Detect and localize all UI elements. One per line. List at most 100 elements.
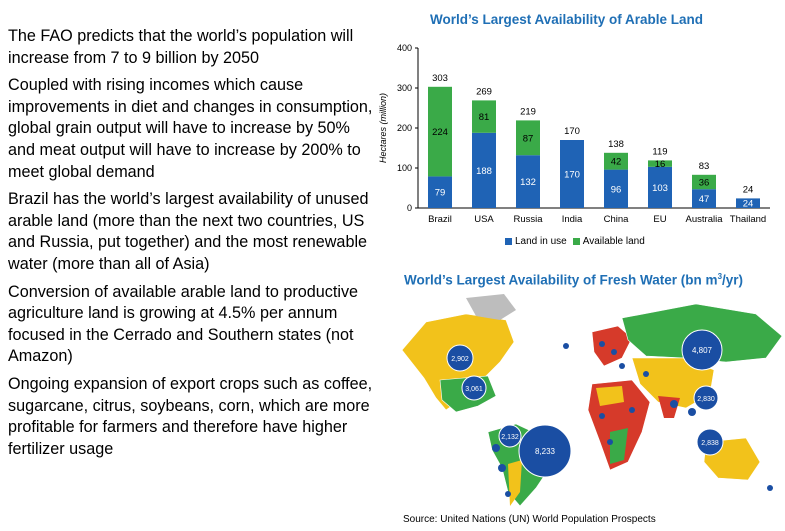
bar-land-in-use: [604, 169, 628, 208]
x-tick-label: Russia: [513, 214, 543, 225]
y-tick-label: 200: [397, 123, 412, 133]
fresh-water-map: 4,807 2,902 3,061 2,830 2,132 8,233 2,83…: [396, 292, 785, 510]
bar-total-label: 24: [743, 184, 754, 195]
bubble-circle: [681, 329, 723, 371]
map-dot: [505, 491, 511, 497]
bubble-circle: [498, 424, 522, 448]
bar-value-label: 170: [564, 170, 580, 181]
bar-available-land: [428, 86, 452, 177]
bubble-russia: 4,807: [681, 329, 723, 371]
bubble-circle: [693, 385, 719, 411]
map-dot: [643, 371, 649, 377]
bubble-circle: [518, 424, 572, 478]
legend-label-available-land: Available land: [582, 236, 645, 247]
map-dot: [498, 464, 506, 472]
bar-total-label: 170: [564, 126, 580, 137]
y-tick-label: 400: [397, 43, 412, 53]
bar-available-land: [472, 100, 496, 133]
y-axis-label: Hectares (million): [378, 93, 388, 163]
bubble-label: 2,830: [697, 396, 715, 403]
bubble-label: 8,233: [535, 447, 556, 456]
bar-value-label: 188: [476, 166, 492, 177]
greenland-shape: [466, 294, 516, 320]
europe-shape: [591, 325, 633, 367]
bar-value-label: 224: [432, 127, 448, 138]
bar-total-label: 119: [652, 146, 667, 157]
bullet-population: The FAO predicts that the world’s popula…: [8, 27, 354, 67]
bullet-demand: Coupled with rising incomes which cause …: [8, 76, 373, 181]
arable-land-bar-chart: 0 100 200 300 400 Hectares (million) 79 224 303 B…: [378, 43, 770, 225]
x-tick-label: India: [562, 214, 583, 225]
map-dot: [670, 400, 678, 408]
source-note: Source: United Nations (UN) World Popula…: [403, 514, 656, 525]
bullet-conversion: Conversion of available arable land to p…: [8, 282, 359, 366]
bubble-label: 2,838: [701, 440, 719, 447]
bar-value-label: 103: [652, 183, 668, 194]
map-dot: [688, 408, 696, 416]
bubble-circle: [696, 428, 724, 456]
bar-land-in-use: [472, 132, 496, 208]
bubble-circle: [446, 344, 474, 372]
bar-total-label: 269: [476, 86, 492, 97]
map-dot: [767, 485, 773, 491]
bar-land-in-use: [692, 189, 716, 208]
bar-value-label: 79: [435, 188, 446, 199]
y-tick-label: 100: [397, 163, 412, 173]
north-africa-shape: [596, 386, 624, 406]
bar-value-label: 16: [655, 159, 666, 170]
bar-total-label: 303: [432, 73, 448, 84]
bar-available-land: [604, 152, 628, 170]
x-tick-label: USA: [474, 214, 494, 225]
central-africa-shape: [610, 428, 628, 464]
bar-land-in-use: [560, 140, 584, 208]
bubble-label: 3,061: [465, 386, 483, 393]
x-tick-label: China: [604, 214, 630, 225]
legend-available-land: Available land: [572, 236, 645, 247]
bar-value-label: 87: [523, 133, 534, 144]
bubble-indonesia: 2,830: [693, 385, 719, 411]
x-tick-label: Australia: [686, 214, 724, 225]
bar-value-label: 47: [699, 194, 710, 205]
bar-land-in-use: [648, 166, 672, 208]
chart-title: World’s Largest Availability of Arable L…: [430, 12, 704, 27]
bar-value-label: 36: [699, 178, 710, 189]
map-dot: [492, 444, 500, 452]
map-dot: [611, 349, 617, 355]
bubble-brazil: 8,233: [518, 424, 572, 478]
bar-value-label: 96: [611, 184, 622, 195]
argentina-shape: [508, 460, 522, 506]
bar-total-label: 138: [608, 139, 624, 150]
bullet-export-crops: Ongoing expansion of export crops such a…: [8, 374, 373, 458]
bubble-label: 4,807: [692, 346, 713, 355]
bar-land-in-use: [516, 155, 540, 208]
map-dot: [563, 343, 569, 349]
bar-available-land: [692, 174, 716, 190]
bubble-canada: 2,902: [446, 344, 474, 372]
bullet-brazil-land: Brazil has the world’s largest availabil…: [8, 190, 369, 273]
bar-land-in-use: [428, 176, 452, 208]
bar-value-label: 42: [611, 157, 622, 168]
bubble-usa: 3,061: [461, 375, 487, 401]
bubble-circle: [461, 375, 487, 401]
map-minor-dots: [492, 341, 773, 497]
map-dot: [599, 341, 605, 347]
x-tick-label: Thailand: [730, 214, 766, 225]
bubble-china: 2,838: [696, 428, 724, 456]
legend-swatch-available-land: [572, 238, 580, 245]
bar-available-land: [516, 120, 540, 156]
bar-land-in-use: [736, 198, 760, 208]
y-tick-label: 300: [397, 83, 412, 93]
bubble-label: 2,902: [451, 356, 469, 363]
bar-value-label: 81: [479, 112, 490, 123]
map-dot: [607, 439, 613, 445]
map-dot: [619, 363, 625, 369]
legend-label-land-in-use: Land in use: [515, 236, 567, 247]
bubble-colombia: 2,132: [498, 424, 522, 448]
legend-swatch-land-in-use: [505, 238, 512, 245]
map-dot: [599, 413, 605, 419]
bar-available-land: [648, 160, 672, 167]
bar-value-label: 24: [743, 199, 754, 210]
chart-legend: Land in use Available land: [505, 236, 645, 247]
bar-total-label: 83: [699, 161, 710, 172]
legend-land-in-use: Land in use: [505, 236, 567, 247]
